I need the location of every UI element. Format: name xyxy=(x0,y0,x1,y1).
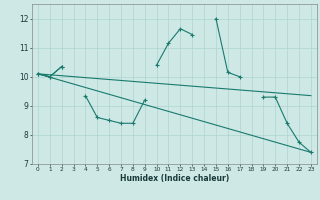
X-axis label: Humidex (Indice chaleur): Humidex (Indice chaleur) xyxy=(120,174,229,183)
